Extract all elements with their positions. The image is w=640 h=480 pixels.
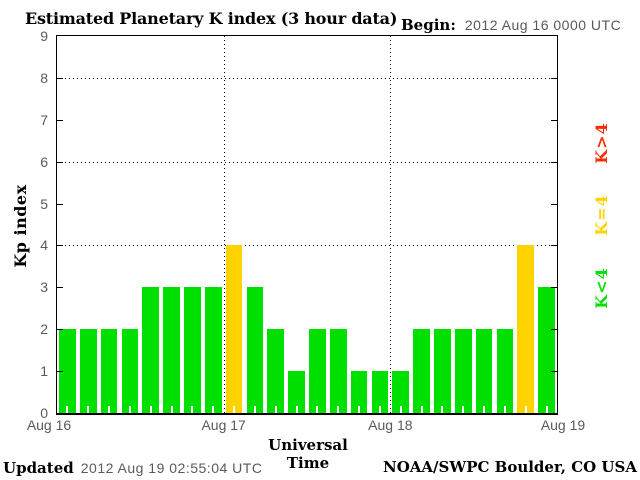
dotted-gridline-v: [390, 36, 392, 413]
y-axis-tick: [57, 329, 63, 331]
kp-bar: [413, 329, 430, 413]
y-axis-tick: [57, 287, 63, 289]
chart-title: Estimated Planetary K index (3 hour data…: [25, 9, 398, 28]
x-day-label: Aug 19: [540, 417, 586, 433]
dotted-gridline-h: [57, 77, 557, 79]
bar-bottom-tick: [212, 406, 215, 413]
kp-bar: [59, 329, 76, 413]
y-tick-label: 0: [40, 405, 48, 421]
y-tick-label: 9: [40, 28, 48, 44]
x-axis-label: Universal Time: [268, 436, 348, 472]
bar-bottom-tick: [441, 406, 444, 413]
bar-bottom-tick: [503, 406, 506, 413]
y-tick-label: 2: [40, 321, 48, 338]
legend-label-2: K<4: [592, 267, 611, 309]
bar-bottom-tick: [149, 406, 152, 413]
bar-bottom-tick: [274, 406, 277, 413]
bar-bottom-tick: [378, 406, 381, 413]
bar-bottom-tick: [253, 406, 256, 413]
kp-bar: [454, 329, 472, 413]
updated-line: Updated 2012 Aug 19 02:55:04 UTC: [3, 458, 262, 477]
updated-value: 2012 Aug 19 02:55:04 UTC: [80, 460, 263, 476]
kp-bar: [121, 329, 139, 413]
bar-bottom-tick: [108, 406, 111, 413]
kp-bar: [246, 287, 264, 413]
kp-bar: [184, 287, 201, 413]
bar-bottom-tick: [420, 406, 423, 413]
y-axis-tick: [57, 371, 63, 373]
bar-bottom-tick: [295, 406, 298, 413]
y-tick-label: 4: [40, 237, 48, 254]
dotted-gridline-h: [57, 245, 557, 247]
kp-bar: [142, 287, 160, 413]
y-axis-tick: [57, 119, 63, 121]
y-axis-tick: [551, 245, 557, 247]
kp-bar: [100, 329, 118, 413]
kp-bar: [79, 329, 97, 413]
x-day-label: Aug 16: [26, 417, 72, 433]
kp-bar: [538, 287, 555, 413]
kp-bar: [225, 245, 243, 413]
legend-label-1: K=4: [592, 194, 611, 236]
y-tick-label: 7: [40, 111, 48, 128]
bar-bottom-tick: [191, 406, 194, 413]
bar-bottom-tick: [545, 406, 548, 413]
kp-bar: [267, 329, 285, 413]
y-axis-tick: [57, 77, 63, 79]
y-axis-tick: [551, 119, 557, 121]
begin-label: Begin:: [401, 16, 456, 34]
plot-area: [56, 35, 558, 415]
kp-bar: [392, 371, 410, 413]
kp-bar: [309, 329, 326, 413]
y-tick-label: 1: [40, 363, 48, 380]
updated-label: Updated: [3, 459, 74, 477]
x-day-label: Aug 17: [201, 417, 246, 433]
credit-text: NOAA/SWPC Boulder, CO USA: [382, 458, 637, 476]
y-tick-label: 6: [40, 153, 48, 170]
y-axis-tick: [551, 371, 557, 373]
y-axis-tick: [551, 329, 557, 331]
y-axis-tick: [551, 287, 557, 289]
y-axis-tick: [57, 161, 63, 163]
kp-bar: [350, 371, 368, 413]
bar-bottom-tick: [462, 406, 465, 413]
bar-bottom-tick: [66, 406, 69, 413]
dotted-gridline-h: [57, 161, 557, 163]
kp-bar: [475, 329, 493, 413]
bar-bottom-tick: [483, 406, 486, 413]
begin-value: 2012 Aug 16 0000 UTC: [464, 17, 622, 33]
kp-bar: [517, 245, 535, 413]
bar-bottom-tick: [337, 406, 340, 413]
bar-bottom-tick: [358, 406, 361, 413]
y-axis-tick: [551, 77, 557, 79]
kp-bar: [496, 329, 514, 413]
bar-bottom-tick: [316, 406, 319, 413]
legend-label-0: K>4: [592, 122, 611, 164]
bar-bottom-tick: [399, 406, 402, 413]
begin-row: Begin: 2012 Aug 16 0000 UTC: [401, 15, 621, 34]
x-day-label: Aug 18: [368, 417, 413, 433]
bar-bottom-tick: [170, 406, 173, 413]
kp-bar: [163, 287, 180, 413]
kp-bar: [329, 329, 347, 413]
bar-bottom-tick: [87, 406, 90, 413]
kp-bar: [288, 371, 305, 413]
y-tick-label: 5: [40, 195, 48, 212]
y-axis-tick: [57, 245, 63, 247]
kp-bar: [434, 329, 451, 413]
y-tick-label: 8: [40, 69, 48, 86]
y-axis-tick: [551, 161, 557, 163]
bar-bottom-tick: [128, 406, 131, 413]
y-axis-label: Kp index: [11, 184, 30, 268]
kp-bar: [371, 371, 389, 413]
y-tick-label: 3: [40, 279, 48, 296]
dotted-gridline-v: [223, 36, 225, 413]
kp-bar: [204, 287, 222, 413]
y-axis-tick: [551, 203, 557, 205]
y-axis-tick: [57, 203, 63, 205]
bar-bottom-tick: [524, 406, 527, 413]
bar-bottom-tick: [233, 406, 236, 413]
